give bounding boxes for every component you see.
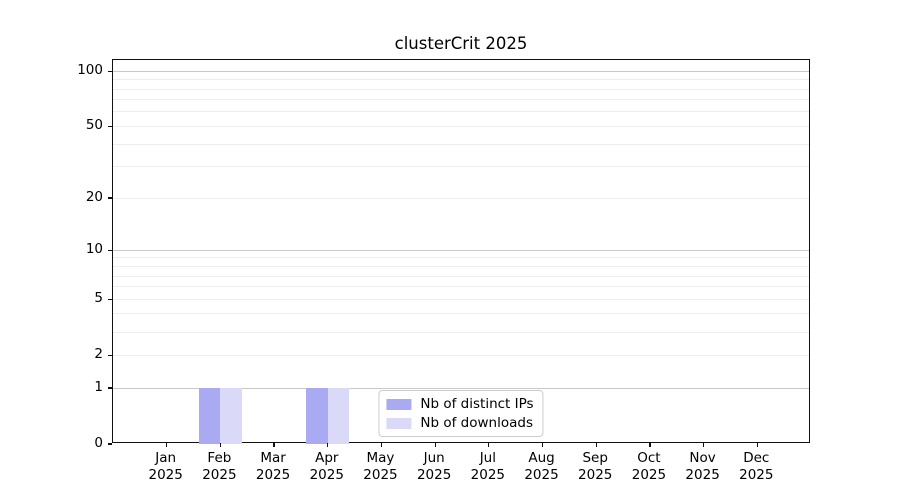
- x-tick-month: Jun: [423, 450, 445, 466]
- x-tick-month: Aug: [528, 450, 555, 466]
- chart-title: clusterCrit 2025: [394, 34, 528, 53]
- legend-entry: Nb of downloads: [386, 415, 533, 431]
- y-gridline-minor: [113, 197, 809, 199]
- y-gridline-minor: [113, 257, 809, 259]
- x-tick-year: 2025: [685, 467, 720, 483]
- legend-entry: Nb of distinct IPs: [386, 396, 534, 412]
- x-tick-month: Jul: [479, 450, 496, 466]
- y-tick: [107, 197, 112, 199]
- x-tick-label: Nov 2025: [668, 450, 738, 484]
- x-tick-label: Feb 2025: [184, 450, 254, 484]
- x-tick: [219, 443, 221, 448]
- x-tick: [541, 443, 544, 448]
- x-tick-year: 2025: [202, 467, 237, 483]
- y-gridline-minor: [113, 354, 809, 356]
- x-tick-month: Mar: [260, 450, 286, 466]
- x-tick-month: May: [366, 450, 395, 466]
- legend-swatch-icon: [386, 417, 412, 429]
- y-gridline-minor: [113, 286, 809, 288]
- y-gridline-minor: [113, 266, 809, 267]
- x-tick: [273, 443, 275, 448]
- x-tick: [488, 443, 490, 448]
- y-tick-label: 10: [85, 241, 103, 258]
- y-tick-label: 1: [94, 379, 103, 395]
- x-tick-year: 2025: [309, 467, 344, 483]
- legend-label: Nb of downloads: [420, 415, 533, 431]
- x-tick-label: Jun 2025: [399, 450, 469, 484]
- y-tick-label: 2: [94, 346, 103, 363]
- x-tick-month: Sep: [582, 450, 608, 466]
- x-tick: [595, 443, 597, 448]
- y-tick: [107, 70, 112, 72]
- bar-nb-of-downloads-apr: [327, 388, 350, 444]
- x-tick-label: Sep 2025: [560, 450, 630, 484]
- x-tick-month: Dec: [743, 450, 770, 466]
- y-tick-label: 100: [77, 62, 103, 79]
- x-tick: [166, 443, 168, 448]
- y-tick: [107, 387, 112, 389]
- x-tick-year: 2025: [148, 467, 183, 483]
- y-tick: [107, 443, 112, 445]
- x-tick-label: Jul 2025: [453, 450, 523, 484]
- y-gridline-minor: [113, 313, 809, 315]
- x-tick-label: Oct 2025: [614, 450, 684, 484]
- x-tick-label: Aug 2025: [507, 450, 577, 484]
- y-tick-label: 50: [85, 117, 103, 134]
- x-tick-month: Nov: [689, 450, 716, 466]
- y-gridline-minor: [113, 79, 809, 81]
- y-gridline-minor: [113, 99, 809, 101]
- x-tick-year: 2025: [255, 467, 291, 483]
- y-gridline-major: [113, 387, 809, 389]
- x-tick: [380, 443, 383, 448]
- y-tick: [107, 354, 112, 356]
- y-gridline-minor: [113, 298, 809, 300]
- y-gridline-minor: [113, 166, 809, 168]
- y-tick: [107, 249, 112, 251]
- legend: Nb of distinct IPs Nb of downloads: [378, 390, 544, 437]
- y-gridline-major: [113, 249, 809, 251]
- x-tick-month: Feb: [207, 450, 232, 466]
- x-tick-label: Apr 2025: [292, 450, 362, 484]
- x-tick: [327, 443, 329, 448]
- x-tick-label: Mar 2025: [238, 450, 308, 484]
- y-gridline-minor: [113, 275, 809, 277]
- y-tick: [107, 298, 112, 300]
- y-gridline-major: [113, 70, 809, 72]
- x-tick-year: 2025: [416, 467, 452, 483]
- x-tick: [703, 443, 705, 448]
- y-tick-label: 0: [94, 435, 103, 451]
- bar-nb-of-distinct-ips-apr: [306, 388, 328, 444]
- y-tick-label: 5: [94, 290, 103, 307]
- x-tick-month: Apr: [315, 450, 339, 466]
- x-tick-month: Jan: [155, 450, 177, 466]
- y-gridline-minor: [113, 143, 809, 145]
- bar-nb-of-downloads-feb: [220, 388, 242, 444]
- x-tick: [756, 443, 758, 448]
- x-tick: [434, 443, 436, 448]
- x-tick-month: Oct: [637, 450, 661, 466]
- y-gridline-minor: [113, 125, 809, 127]
- y-gridline-minor: [113, 88, 809, 90]
- x-tick-label: May 2025: [345, 450, 415, 484]
- y-gridline-minor: [113, 111, 809, 113]
- y-tick-label: 20: [85, 189, 103, 206]
- x-tick-year: 2025: [739, 467, 774, 483]
- x-tick-label: Jan 2025: [131, 450, 201, 484]
- x-tick-year: 2025: [470, 467, 506, 483]
- legend-swatch-icon: [386, 398, 412, 410]
- legend-label: Nb of distinct IPs: [420, 396, 534, 412]
- y-gridline-minor: [113, 331, 809, 333]
- x-tick-year: 2025: [631, 467, 667, 483]
- x-tick-year: 2025: [524, 467, 559, 483]
- x-tick: [649, 443, 651, 448]
- plot-area: Nb of distinct IPs Nb of downloads: [107, 59, 810, 448]
- x-tick-year: 2025: [578, 467, 613, 483]
- y-tick: [107, 125, 112, 127]
- x-tick-year: 2025: [363, 467, 398, 483]
- bar-nb-of-distinct-ips-feb: [198, 388, 221, 444]
- x-tick-label: Dec 2025: [721, 450, 791, 484]
